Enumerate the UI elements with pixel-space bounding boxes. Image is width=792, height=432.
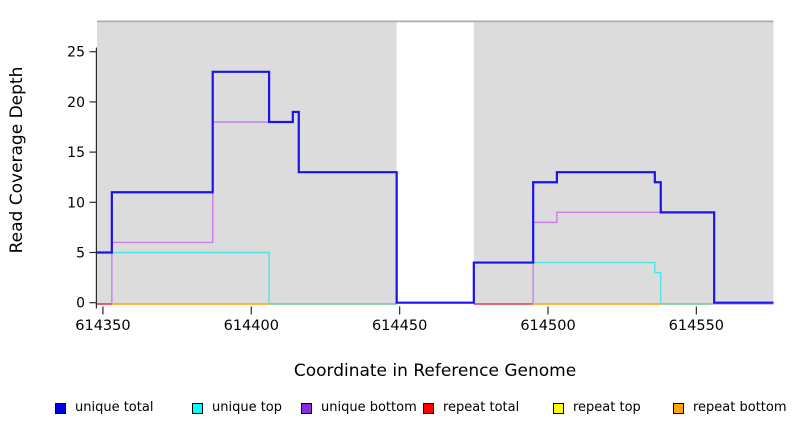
covered-region xyxy=(473,21,774,304)
x-tick-label: 614350 xyxy=(75,318,130,334)
series-unique-top xyxy=(97,251,270,303)
legend-swatch xyxy=(301,402,312,414)
legend-item-repeat-total: repeat total xyxy=(423,399,519,417)
legend-item-repeat-bottom: repeat bottom xyxy=(673,399,787,417)
legend-label: repeat total xyxy=(443,400,520,415)
legend-item-unique-total: unique total xyxy=(55,399,153,417)
x-axis-title: Coordinate in Reference Genome xyxy=(293,361,577,381)
legend-label: repeat top xyxy=(573,400,641,415)
legend-label: unique top xyxy=(212,400,283,415)
legend-swatch xyxy=(673,402,684,414)
legend-swatch xyxy=(55,402,66,414)
legend-swatch xyxy=(553,402,564,414)
legend-item-unique-top: unique top xyxy=(192,399,282,417)
x-tick-label: 614450 xyxy=(372,318,427,334)
legend-label: repeat bottom xyxy=(693,400,787,415)
y-tick-label: 5 xyxy=(76,246,85,262)
legend: unique total unique top unique bottom repea… xyxy=(0,399,792,419)
legend-label: unique total xyxy=(75,400,154,415)
x-tick-label: 614550 xyxy=(669,318,724,334)
x-tick-label: 614500 xyxy=(520,318,575,334)
legend-item-repeat-top: repeat top xyxy=(553,399,641,417)
legend-swatch xyxy=(192,402,203,414)
y-tick-label: 15 xyxy=(67,145,85,161)
legend-item-unique-bottom: unique bottom xyxy=(301,399,417,417)
x-tick-label: 614400 xyxy=(224,318,279,334)
series-unique-total xyxy=(97,70,774,304)
covered-region xyxy=(97,21,397,304)
y-tick-label: 20 xyxy=(67,95,85,111)
y-axis-title: Read Coverage Depth xyxy=(7,66,27,254)
y-tick-label: 10 xyxy=(67,195,85,211)
legend-label: unique bottom xyxy=(321,400,417,415)
y-tick-label: 25 xyxy=(67,45,85,61)
y-tick-label: 0 xyxy=(76,296,85,312)
legend-swatch xyxy=(423,402,434,414)
